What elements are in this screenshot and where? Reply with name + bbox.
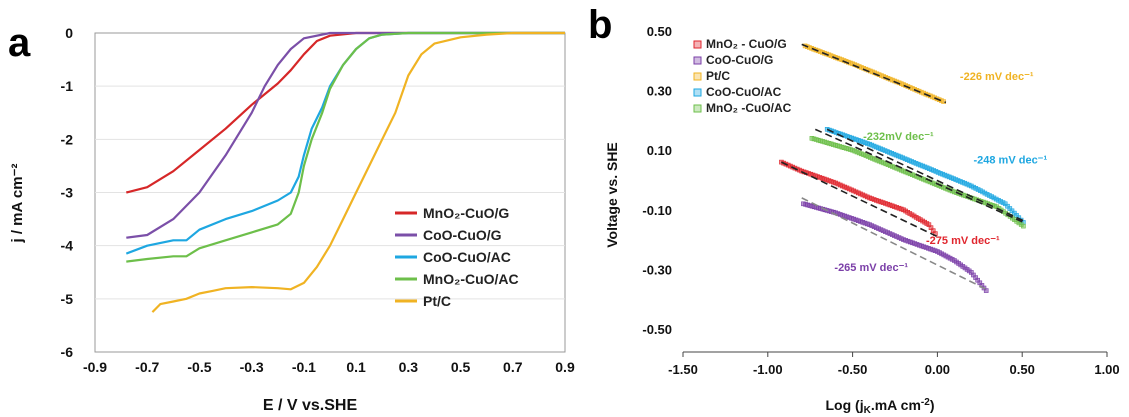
- panel-b-x-tick-label: -0.50: [838, 362, 868, 377]
- panel-a-x-tick-label: -0.5: [187, 359, 211, 375]
- panel-a-x-tick-label: 0.3: [399, 359, 419, 375]
- panel-a-series-group: [125, 31, 565, 313]
- panel-b-x-tick-label: 0.50: [1010, 362, 1035, 377]
- panel-a-x-tick-label: 0.1: [346, 359, 366, 375]
- panel-b-y-tick-label: 0.50: [647, 24, 672, 39]
- panel-b-y-tick-label: 0.30: [647, 84, 672, 99]
- panel-a-letter: a: [8, 21, 31, 65]
- panel-a-series-line-1: [126, 31, 565, 194]
- panel-b-slope-labels: -275 mV dec⁻¹ -265 mV dec⁻¹ -226 mV dec⁻¹ -…: [834, 71, 1047, 274]
- panel-a-legend-label: Pt/C: [423, 293, 451, 309]
- panel-b-point: [983, 288, 989, 293]
- panel-b-x-axis-label-close: ): [930, 397, 935, 413]
- panel-b-legend-label: Pt/C: [706, 69, 730, 83]
- panel-b-x-axis-label-sup: -2: [921, 397, 930, 408]
- panel-b-y-tick-label: -0.10: [642, 203, 672, 218]
- panel-b-fit-line-3: [801, 43, 947, 104]
- panel-a-x-tick-label: -0.9: [83, 359, 107, 375]
- panel-b-x-tick-label: 0.00: [925, 362, 950, 377]
- panel-a-x-tick-label: -0.3: [240, 359, 264, 375]
- panel-b-x-tick-label: 1.00: [1094, 362, 1119, 377]
- panel-b-fit-line-1: [781, 161, 938, 238]
- panel-b-plot-area: [682, 351, 1108, 357]
- panel-b-point: [1021, 223, 1026, 229]
- panel-b-y-tick-label: -0.30: [642, 262, 672, 277]
- panel-b-legend-swatch: [693, 72, 702, 81]
- panel-a-x-tick-label: 0.7: [503, 359, 523, 375]
- panel-b-legend-swatch: [693, 88, 702, 97]
- panel-a-y-tick-label: -1: [61, 78, 74, 94]
- panel-a-legend-label: CoO-CuO/AC: [423, 249, 511, 265]
- panel-b-slope-label: -226 mV dec⁻¹: [960, 71, 1034, 83]
- panel-b-fit-line-4: [826, 128, 1026, 223]
- panel-b-slope-label: -248 mV dec⁻¹: [973, 155, 1047, 167]
- panel-b-x-axis-label: Log (jK.mA cm-2): [826, 397, 935, 416]
- panel-b-legend-label: MnO₂ - CuO/G: [706, 37, 787, 51]
- panel-a-y-tick-labels: 0 -1 -2 -3 -4 -5 -6: [61, 25, 74, 360]
- panel-b-y-tick-labels: 0.50 0.30 0.10 -0.10 -0.30 -0.50: [642, 24, 672, 337]
- panel-a-x-tick-label: 0.9: [555, 359, 575, 375]
- panel-a-y-axis-label: j / mA cm⁻²: [9, 163, 26, 243]
- panel-b-legend-swatch: [693, 40, 702, 49]
- panel-b-legend-label: MnO₂ -CuO/AC: [706, 101, 792, 115]
- panel-a-y-tick-label: -2: [61, 131, 74, 147]
- panel-b-legend: MnO₂ - CuO/G CoO-CuO/G Pt/C CoO-CuO/AC MnO₂ …: [693, 37, 792, 115]
- panel-a-legend: MnO₂-CuO/G CoO-CuO/G CoO-CuO/AC MnO₂-CuO/AC…: [395, 205, 519, 309]
- panel-a-y-tick-label: -5: [61, 291, 74, 307]
- panel-b-y-tick-label: -0.50: [642, 322, 672, 337]
- panel-a-series-line-4: [126, 31, 565, 263]
- panel-b-y-tick-label: 0.10: [647, 143, 672, 158]
- panel-a-y-tick-label: -3: [61, 185, 74, 201]
- panel-a-legend-label: MnO₂-CuO/G: [423, 205, 509, 221]
- panel-a-series-line-5: [151, 31, 565, 313]
- panel-b-slope-label: -275 mV dec⁻¹: [926, 235, 1000, 247]
- panel-b-fit-line-2: [801, 197, 989, 291]
- panel-a-x-tick-label: -0.7: [135, 359, 159, 375]
- panel-a-legend-label: MnO₂-CuO/AC: [423, 271, 519, 287]
- panel-a-x-tick-label: -0.1: [292, 359, 316, 375]
- panel-b-x-axis-label-rest: .mA cm: [871, 397, 921, 413]
- panel-b-legend-label: CoO-CuO/G: [706, 53, 773, 67]
- panel-a-y-tick-label: -6: [61, 344, 74, 360]
- panel-a-y-tick-label: 0: [65, 25, 73, 41]
- panel-b-x-tick-label: -1.50: [668, 362, 698, 377]
- panel-b-letter: b: [588, 3, 612, 47]
- panel-a-y-tick-label: -4: [61, 238, 74, 254]
- panel-b-slope-label: -232mV dec⁻¹: [863, 131, 934, 143]
- panel-b-slope-label: -265 mV dec⁻¹: [834, 262, 908, 274]
- panel-b-series-2: [801, 201, 989, 293]
- panel-a-x-tick-label: 0.5: [451, 359, 471, 375]
- panel-a-legend-label: CoO-CuO/G: [423, 227, 502, 243]
- panel-a-gridlines: [95, 85, 565, 300]
- panel-b-fit-lines: [781, 43, 1026, 291]
- panel-b-x-tick-labels: -1.50 -1.00 -0.50 0.00 0.50 1.00: [668, 362, 1119, 377]
- panel-a-x-tick-labels: -0.9 -0.7 -0.5 -0.3 -0.1 0.1 0.3 0.5 0.7 0.9: [83, 359, 575, 375]
- panel-a-x-axis-label: E / V vs.SHE: [263, 397, 358, 414]
- panel-b-legend-swatch: [693, 104, 702, 113]
- panel-b-fit-line-5: [814, 128, 1023, 223]
- panel-b-x-axis-label-main: Log (j: [826, 397, 864, 413]
- panel-b-legend-label: CoO-CuO/AC: [706, 85, 782, 99]
- panel-b-x-axis-label-sub: K: [864, 405, 872, 416]
- panel-b-series-1: [779, 159, 938, 236]
- panel-b-x-tick-label: -1.00: [753, 362, 783, 377]
- panel-b-y-axis-label: Voltage vs. SHE: [604, 142, 620, 248]
- panel-b-legend-swatch: [693, 56, 702, 65]
